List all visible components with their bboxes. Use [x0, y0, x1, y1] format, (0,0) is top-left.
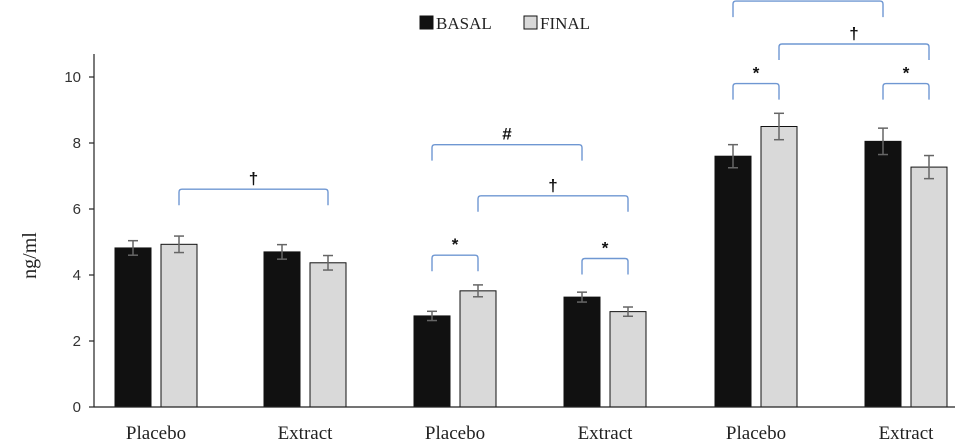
bracket-line	[882, 82, 930, 100]
error-bar-basal-1	[277, 243, 287, 260]
y-tick-label: 2	[73, 333, 81, 350]
bracket-line	[431, 143, 583, 161]
bar-final-5	[910, 166, 948, 408]
chart-legend: BASAL FINAL	[419, 14, 590, 33]
significance-symbol: *	[753, 64, 760, 83]
error-bars	[128, 112, 934, 322]
error-bar-final-2	[473, 284, 483, 298]
y-axis-title: ng/ml	[19, 232, 41, 279]
bar-basal-3	[563, 296, 601, 408]
bars	[114, 126, 948, 408]
bracket-line	[732, 82, 780, 100]
legend-label-final: FINAL	[540, 14, 590, 33]
bracket-line	[732, 0, 884, 18]
bar-final-0	[160, 243, 198, 408]
bar-basal-2	[413, 315, 451, 408]
significance-bracket: *	[581, 239, 629, 275]
legend-swatch-final	[523, 15, 538, 30]
bar-basal-4	[714, 155, 752, 408]
significance-bracket: #	[431, 125, 583, 161]
error-bar-final-4	[774, 112, 784, 141]
significance-bracket: *	[882, 64, 930, 100]
significance-brackets: † # † * * # † * *	[178, 0, 930, 275]
bracket-line	[778, 43, 930, 60]
legend-swatch-basal	[419, 15, 434, 30]
bracket-line	[581, 257, 629, 275]
bracket-line	[477, 195, 629, 212]
significance-bracket: #	[732, 0, 884, 18]
y-tick-label: 4	[73, 267, 81, 284]
bar-final-4	[760, 126, 798, 408]
y-tick-label: 8	[73, 135, 81, 152]
bar-basal-1	[263, 251, 301, 408]
x-category-label: Extract	[578, 423, 634, 443]
bar-final-1	[309, 262, 347, 408]
bar-basal-5	[864, 140, 902, 408]
y-tick-label: 0	[73, 399, 81, 416]
error-bar-final-0	[174, 235, 184, 254]
y-tick-label: 10	[64, 69, 81, 86]
significance-symbol: *	[903, 64, 910, 83]
x-category-label: Placebo	[126, 423, 186, 443]
error-bar-basal-2	[427, 310, 437, 322]
significance-bracket: †	[178, 169, 329, 206]
legend-label-basal: BASAL	[436, 14, 492, 33]
error-bar-basal-4	[728, 143, 738, 169]
error-bar-final-5	[924, 154, 934, 180]
error-bar-final-1	[323, 254, 333, 271]
x-axis: Placebo Extract Placebo Extract Placebo Extra…	[94, 406, 955, 443]
bracket-line	[178, 188, 329, 206]
bar-final-3	[609, 311, 647, 408]
error-bar-basal-5	[878, 127, 888, 156]
significance-symbol: *	[602, 239, 609, 258]
x-category-label: Placebo	[726, 423, 786, 443]
significance-bracket: *	[732, 64, 780, 100]
significance-symbol: †	[849, 24, 858, 43]
error-bar-basal-0	[128, 239, 138, 256]
significance-symbol: #	[502, 125, 512, 144]
significance-symbol: †	[249, 169, 258, 188]
bar-final-2	[459, 290, 497, 408]
x-category-label: Placebo	[425, 423, 485, 443]
error-bar-final-3	[623, 306, 633, 317]
significance-bracket: *	[431, 235, 479, 272]
bar-basal-0	[114, 247, 152, 408]
bracket-line	[431, 254, 479, 272]
x-category-label: Extract	[278, 423, 334, 443]
significance-bracket: †	[477, 176, 629, 212]
x-category-label: Extract	[879, 423, 935, 443]
significance-symbol: *	[452, 235, 459, 254]
error-bar-basal-3	[577, 291, 587, 303]
y-axis: 0 2 4 6 8 10	[64, 54, 95, 416]
significance-symbol: †	[548, 176, 557, 195]
significance-bracket: †	[778, 24, 930, 60]
y-tick-label: 6	[73, 201, 81, 218]
